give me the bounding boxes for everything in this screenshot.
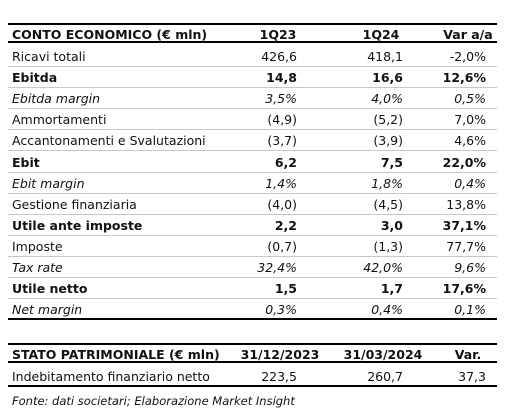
cell: 0,1% xyxy=(454,302,486,318)
cell: 418,1 xyxy=(367,49,403,64)
row-label: Ebitda xyxy=(12,70,58,86)
cell: 1,7 xyxy=(380,281,403,297)
table-row: Tax rate 32,4% 42,0% 9,6% xyxy=(8,257,497,278)
cell: 31/03/2024 xyxy=(343,347,423,362)
cell: 4,6% xyxy=(454,133,486,149)
cell: (1,3) xyxy=(373,238,403,254)
cell: 1Q23 xyxy=(259,27,297,42)
cell: 16,6 xyxy=(372,70,403,86)
cell: 0,4% xyxy=(371,302,403,318)
cell: 32,4% xyxy=(257,260,297,275)
cell: 42,0% xyxy=(363,260,403,275)
cell: 37,1% xyxy=(442,217,486,233)
row-label: Imposte xyxy=(12,238,63,254)
cell: 1,8% xyxy=(371,175,403,191)
row-label: Ebitda margin xyxy=(12,91,101,107)
cell: 14,8 xyxy=(266,70,297,86)
cell: (3,7) xyxy=(267,133,297,149)
table-row: Ebitda margin 3,5% 4,0% 0,5% xyxy=(8,88,497,110)
cell: 9,6% xyxy=(454,260,486,275)
table-row: Utile netto 1,5 1,7 17,6% xyxy=(8,278,497,300)
cell: 3,5% xyxy=(265,91,297,107)
row-label: Accantonamenti e Svalutazioni xyxy=(12,133,206,149)
cell: 7,0% xyxy=(454,112,486,128)
table-row: Ebitda 14,8 16,6 12,6% xyxy=(8,67,497,89)
row-label: STATO PATRIMONIALE (€ mln) xyxy=(12,347,220,362)
cell: 1,5 xyxy=(274,281,297,297)
row-label: Ammortamenti xyxy=(12,112,107,128)
row-label: Tax rate xyxy=(12,260,63,275)
cell: (4,5) xyxy=(373,196,403,212)
cell: 1,4% xyxy=(265,175,297,191)
cell: Var. xyxy=(454,347,482,362)
table-row: Ammortamenti (4,9) (5,2) 7,0% xyxy=(8,109,497,131)
row-label: Ebit xyxy=(12,154,40,170)
table-row: Imposte (0,7) (1,3) 77,7% xyxy=(8,236,497,257)
cell: 0,3% xyxy=(265,302,297,318)
cell: 6,2 xyxy=(274,154,297,170)
row-label: Net margin xyxy=(12,302,83,318)
cell: (3,9) xyxy=(373,133,403,149)
cell: 77,7% xyxy=(446,238,486,254)
cell: (0,7) xyxy=(267,238,297,254)
row-label: Gestione finanziaria xyxy=(12,196,137,212)
cell: (4,9) xyxy=(267,112,297,128)
header-row: STATO PATRIMONIALE (€ mln) 31/12/2023 31/0… xyxy=(8,343,497,363)
header-row: CONTO ECONOMICO (€ mln) 1Q23 1Q24 Var a/a xyxy=(8,23,497,43)
row-label: Indebitamento finanziario netto xyxy=(12,369,210,384)
cell: 17,6% xyxy=(442,281,486,297)
cell: (4,0) xyxy=(267,196,297,212)
table-row: Net margin 0,3% 0,4% 0,1% xyxy=(8,299,497,321)
table-row: Indebitamento finanziario netto 223,5 260,… xyxy=(8,366,497,387)
table-row: Accantonamenti e Svalutazioni (3,7) (3,9) 4… xyxy=(8,130,497,152)
footnote: Fonte: dati societari; Elaborazione Mark… xyxy=(12,394,295,408)
cell: 426,6 xyxy=(261,49,297,64)
cell: 260,7 xyxy=(367,369,403,384)
cell: 0,5% xyxy=(454,91,486,107)
cell: 223,5 xyxy=(261,369,297,384)
cell: 31/12/2023 xyxy=(240,347,320,362)
table-row: Ricavi totali 426,6 418,1 -2,0% xyxy=(8,46,497,67)
cell: Var a/a xyxy=(443,27,493,42)
cell: 13,8% xyxy=(446,196,486,212)
row-label: Ebit margin xyxy=(12,175,85,191)
table-row: Utile ante imposte 2,2 3,0 37,1% xyxy=(8,215,497,236)
table-row: Ebit 6,2 7,5 22,0% xyxy=(8,152,497,173)
cell: 22,0% xyxy=(442,154,486,170)
cell: 3,0 xyxy=(380,217,403,233)
cell: 12,6% xyxy=(442,70,486,86)
row-label: Ricavi totali xyxy=(12,49,86,64)
row-label: Utile netto xyxy=(12,281,88,297)
cell: 7,5 xyxy=(380,154,403,170)
row-label: CONTO ECONOMICO (€ mln) xyxy=(12,27,208,42)
row-label: Utile ante imposte xyxy=(12,217,143,233)
cell: 0,4% xyxy=(454,175,486,191)
cell: 4,0% xyxy=(371,91,403,107)
table-row: Ebit margin 1,4% 1,8% 0,4% xyxy=(8,173,497,194)
cell: -2,0% xyxy=(449,49,486,64)
table-row: Gestione finanziaria (4,0) (4,5) 13,8% xyxy=(8,194,497,215)
cell: (5,2) xyxy=(373,112,403,128)
cell: 1Q24 xyxy=(362,27,400,42)
cell: 2,2 xyxy=(274,217,297,233)
cell: 37,3 xyxy=(458,369,486,384)
